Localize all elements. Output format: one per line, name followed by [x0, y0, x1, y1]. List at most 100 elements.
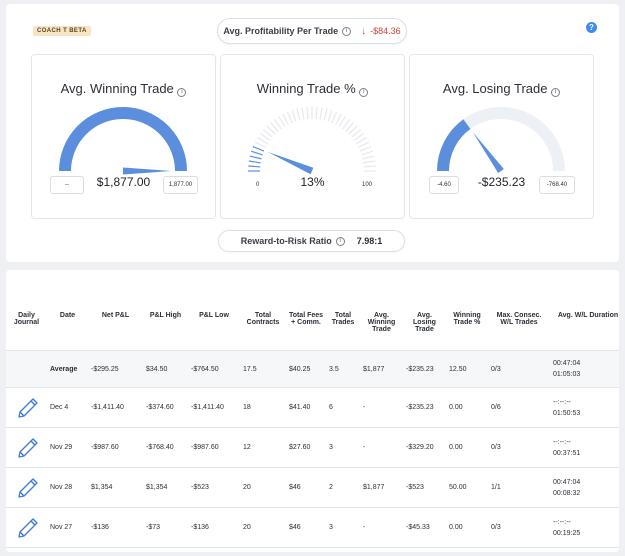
table-row[interactable]: Nov 27 -$136 -$73 -$136 20 $46 3 - -$45.…	[6, 507, 619, 548]
winning-trade-pct-card: Winning Trade % i 0 13% 100	[220, 54, 405, 219]
info-icon[interactable]: i	[359, 88, 369, 97]
fees-cell: $46	[286, 467, 326, 508]
header-pnl-low[interactable]: P&L Low	[188, 290, 240, 351]
trades-cell: 6	[326, 387, 360, 428]
gauge-tick	[278, 116, 286, 127]
gauge-max-box: 1,877.00	[163, 176, 198, 194]
daily-stats-table: Daily Journal Date Net P&L P&L High P&L …	[6, 290, 619, 548]
header-net-pnl[interactable]: Net P&L	[88, 290, 143, 351]
gauge-tick	[286, 111, 293, 124]
duration-win: --:--:--	[553, 518, 571, 526]
reward-risk-pill[interactable]: Reward-to-Risk Ratio i 7.98:1	[218, 230, 405, 252]
header-total-fees[interactable]: Total Fees + Comm.	[286, 290, 326, 351]
info-icon[interactable]: i	[342, 26, 352, 36]
fees-cell: $40.25	[286, 350, 326, 388]
net-pnl-cell: $1,354	[88, 467, 143, 508]
gauge-needle	[472, 132, 504, 174]
consec-cell: 0/3	[488, 507, 550, 548]
gauge-tick	[319, 107, 323, 120]
pencil-edit-icon[interactable]	[17, 437, 39, 459]
header-date[interactable]: Date	[47, 290, 88, 351]
info-icon[interactable]: i	[335, 236, 345, 246]
average-row: Average -$295.25 $34.50 -$764.50 17.5 $4…	[6, 350, 619, 388]
info-icon[interactable]: i	[551, 88, 561, 97]
journal-cell[interactable]	[6, 427, 47, 468]
pnl-high-cell: -$768.40	[143, 427, 188, 468]
gauge-tick	[348, 125, 358, 135]
gauge-tick	[356, 137, 367, 145]
header-total-contracts[interactable]: Total Contracts	[240, 290, 286, 351]
gauge-tick	[259, 132, 271, 141]
net-pnl-cell: -$136	[88, 507, 143, 548]
consec-cell: 0/3	[488, 427, 550, 468]
card-title-text: Avg. Losing Trade	[442, 81, 548, 96]
reward-risk-label: Reward-to-Risk Ratio	[240, 236, 332, 246]
contracts-cell: 20	[240, 507, 286, 548]
gauge-min-box: -4.60	[429, 176, 459, 194]
header-winning-trade-pct[interactable]: Winning Trade %	[446, 290, 488, 351]
gauge-tick	[335, 113, 342, 125]
gauge-tick	[248, 160, 261, 164]
table-row[interactable]: Dec 4 -$1,411.40 -$374.60 -$1,411.40 18 …	[6, 387, 619, 428]
card-value: 13%	[300, 175, 325, 189]
win-pct-cell: 0.00	[446, 387, 488, 428]
win-pct-cell: 50.00	[446, 467, 488, 508]
card-value: -$235.23	[477, 175, 526, 189]
journal-cell[interactable]	[6, 507, 47, 548]
pnl-low-cell: -$136	[188, 507, 240, 548]
header-max-consec[interactable]: Max. Consec. W/L Trades	[488, 290, 550, 351]
gauge-tick	[301, 107, 305, 120]
help-icon[interactable]: ?	[586, 22, 597, 33]
table-row[interactable]: Nov 29 -$987.60 -$768.40 -$987.60 12 $27…	[6, 427, 619, 468]
gauge-tick	[306, 107, 309, 120]
pencil-edit-icon[interactable]	[17, 517, 39, 539]
duration-win: --:--:--	[553, 438, 571, 446]
header-avg-duration[interactable]: Avg. W/L Duration	[550, 290, 619, 351]
fees-cell: $46	[286, 507, 326, 548]
avg-win-cell: $1,877	[360, 467, 403, 508]
gauge-tick	[358, 141, 370, 148]
reward-risk-value: 7.98:1	[356, 236, 383, 246]
gauge-min-label: 0	[256, 182, 260, 188]
pnl-low-cell: -$1,411.40	[188, 387, 240, 428]
header-pnl-high[interactable]: P&L High	[143, 290, 188, 351]
consec-cell: 0/3	[488, 350, 550, 388]
header-avg-losing-trade[interactable]: Avg. Losing Trade	[403, 290, 446, 351]
contracts-cell: 20	[240, 467, 286, 508]
pencil-edit-icon[interactable]	[17, 477, 39, 499]
duration-loss: 01:50:53	[553, 409, 581, 417]
avg-loss-cell: -$45.33	[403, 507, 446, 548]
avg-profitability-pill[interactable]: Avg. Profitability Per Trade i ↓ -$84.36	[217, 18, 407, 44]
avg-winning-gauge	[59, 107, 187, 175]
avg-loss-cell: -$235.23	[403, 387, 446, 428]
journal-cell[interactable]	[6, 387, 47, 428]
gauge-tick	[327, 109, 333, 122]
gauge-min-box: --	[50, 176, 84, 194]
win-pct-cell: 0.00	[446, 507, 488, 548]
table-row[interactable]: Nov 28 $1,354 $1,354 -$523 20 $46 2 $1,8…	[6, 467, 619, 508]
down-arrow-icon: ↓	[361, 25, 367, 37]
journal-cell[interactable]	[6, 467, 47, 508]
consec-cell: 0/6	[488, 387, 550, 428]
duration-loss: 00:08:32	[553, 489, 581, 497]
date-cell: Nov 27	[47, 507, 88, 548]
gauge-tick	[351, 128, 362, 138]
info-icon[interactable]: i	[177, 88, 187, 97]
avg-loss-cell: -$235.23	[403, 350, 446, 388]
header-avg-winning-trade[interactable]: Avg. Winning Trade	[360, 290, 403, 351]
duration-win: 00:47:04	[553, 478, 581, 486]
header-daily-journal[interactable]: Daily Journal	[6, 290, 47, 351]
gauge-tick	[353, 132, 365, 141]
duration-cell: 00:47:04 00:08:32	[550, 467, 619, 508]
gauge-tick	[331, 111, 338, 124]
pnl-high-cell: $1,354	[143, 467, 188, 508]
card-title: Avg. Losing Trade i	[410, 81, 593, 97]
pnl-high-cell: -$73	[143, 507, 188, 548]
pnl-low-cell: -$987.60	[188, 427, 240, 468]
duration-loss: 01:05:03	[553, 371, 581, 378]
header-total-trades[interactable]: Total Trades	[326, 290, 360, 351]
pencil-edit-icon[interactable]	[17, 397, 39, 419]
gauge-tick	[342, 118, 351, 130]
contracts-cell: 18	[240, 387, 286, 428]
gauge-max-label: 100	[362, 182, 373, 188]
